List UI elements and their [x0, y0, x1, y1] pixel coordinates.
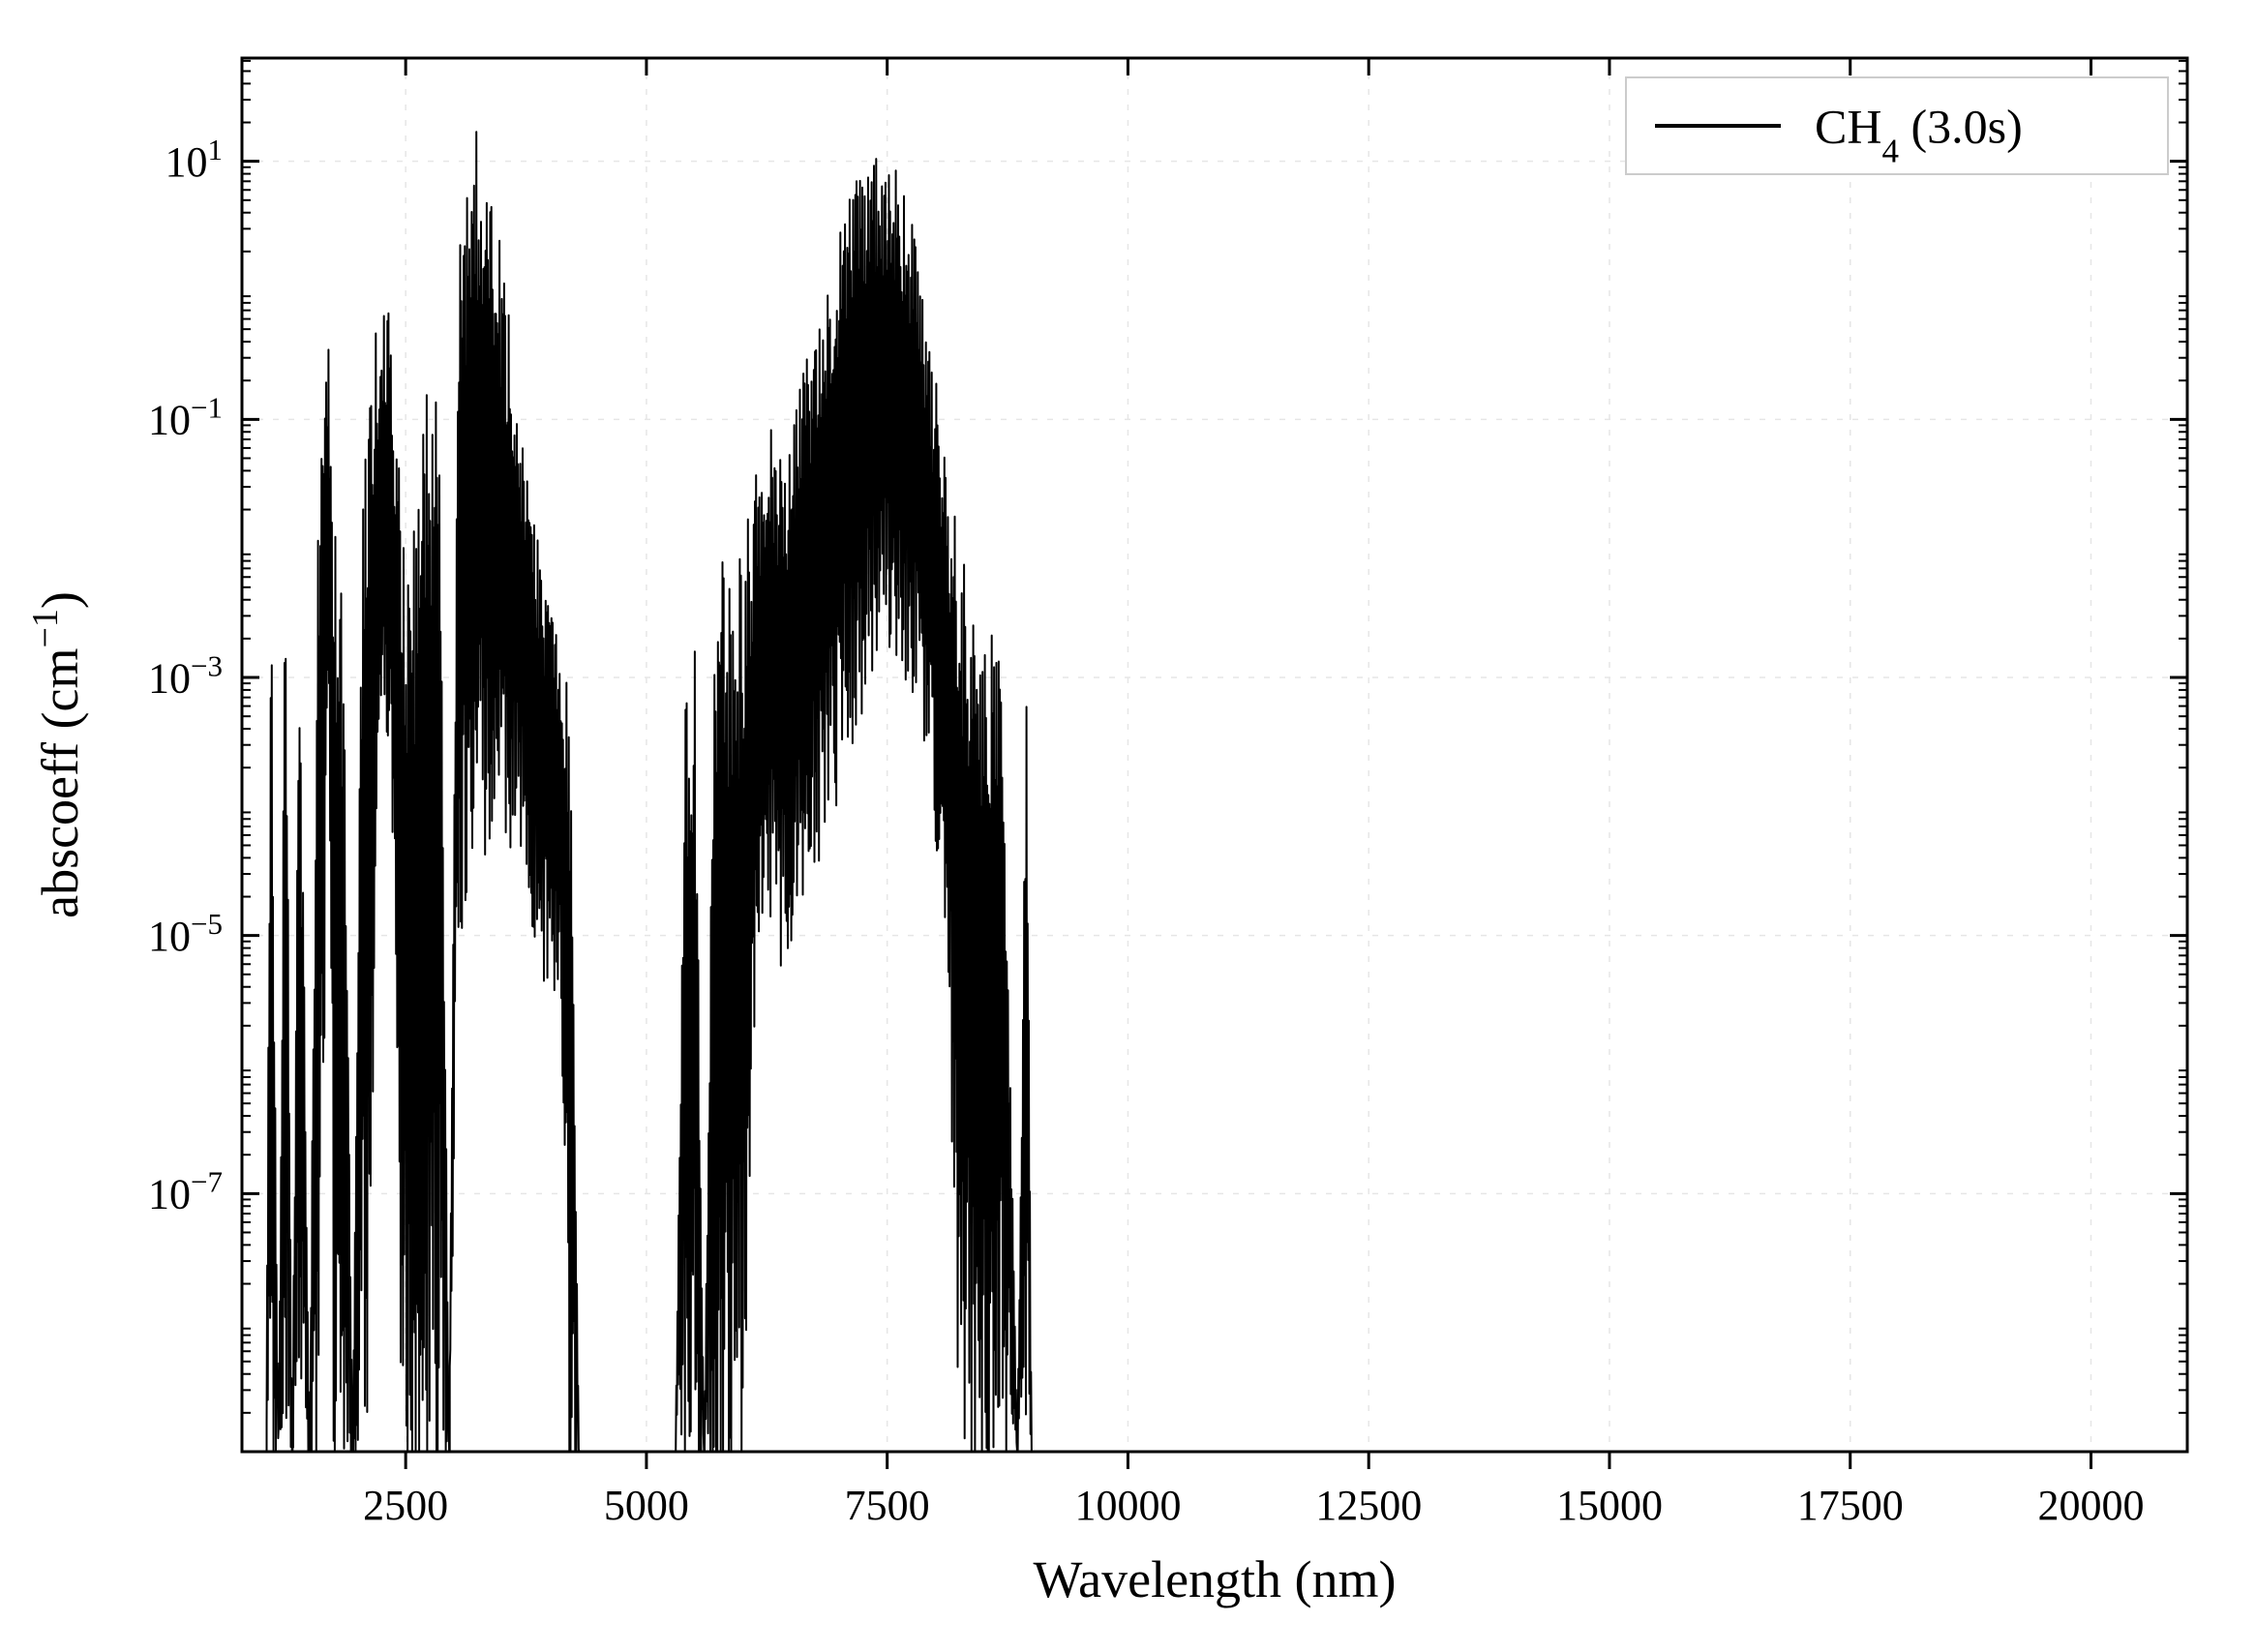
chart-svg: 250050007500100001250015000175002000010−… — [0, 0, 2256, 1652]
x-tick-label: 7500 — [845, 1482, 930, 1529]
spectrum-chart: 250050007500100001250015000175002000010−… — [0, 0, 2256, 1652]
x-tick-label: 12500 — [1315, 1482, 1422, 1529]
x-tick-label: 2500 — [363, 1482, 448, 1529]
x-tick-label: 5000 — [604, 1482, 689, 1529]
x-tick-label: 15000 — [1556, 1482, 1663, 1529]
x-tick-label: 20000 — [2037, 1482, 2144, 1529]
x-tick-label: 17500 — [1797, 1482, 1904, 1529]
x-axis-label: Wavelength (nm) — [1033, 1550, 1396, 1608]
x-tick-label: 10000 — [1074, 1482, 1181, 1529]
